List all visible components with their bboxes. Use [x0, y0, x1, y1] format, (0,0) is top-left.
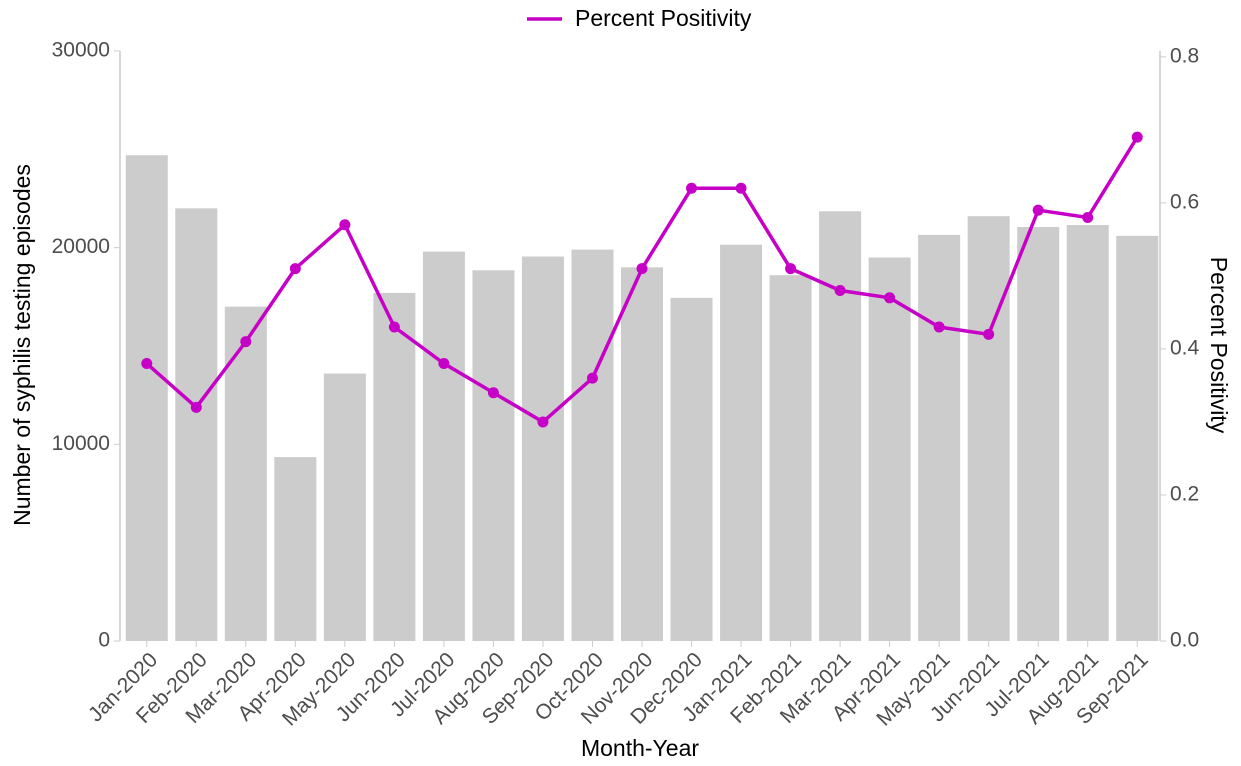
- bar: [224, 306, 267, 641]
- y2-tick-label: 0.6: [1170, 190, 1199, 213]
- bar: [670, 297, 713, 641]
- point: [141, 358, 153, 370]
- point: [289, 263, 301, 275]
- y2-tick-label: 0.4: [1170, 336, 1200, 359]
- bar: [1116, 235, 1159, 641]
- point: [586, 372, 598, 384]
- point: [388, 321, 400, 333]
- y-tick-label: 30000: [52, 39, 110, 62]
- point: [735, 182, 747, 194]
- point: [537, 416, 549, 428]
- bar: [521, 256, 564, 641]
- point: [636, 263, 648, 275]
- point: [933, 321, 945, 333]
- y-tick-label: 10000: [52, 432, 110, 455]
- bar: [175, 208, 218, 642]
- point: [983, 328, 995, 340]
- legend-label: Percent Positivity: [575, 5, 752, 31]
- point: [686, 182, 698, 194]
- point: [190, 401, 202, 413]
- point: [1032, 204, 1044, 216]
- y-axis-label: Number of syphilis testing episodes: [9, 164, 35, 526]
- point: [438, 358, 450, 370]
- bar: [819, 211, 862, 642]
- point: [785, 263, 797, 275]
- bar: [868, 257, 911, 641]
- bar: [1066, 225, 1109, 642]
- y2-axis-label: Percent Positivity: [1206, 257, 1232, 434]
- bar: [621, 267, 663, 641]
- bar: [720, 244, 763, 641]
- y-tick-label: 20000: [52, 235, 110, 258]
- bar: [274, 457, 317, 641]
- bar: [967, 216, 1010, 641]
- x-axis-label: Month-Year: [581, 735, 699, 761]
- bar: [769, 275, 812, 641]
- bar: [422, 251, 465, 641]
- bar: [571, 249, 614, 641]
- point: [884, 292, 896, 304]
- point: [834, 285, 846, 297]
- bar: [1017, 227, 1060, 641]
- point: [240, 336, 252, 348]
- y-tick-label: 0: [98, 629, 110, 652]
- point: [339, 219, 351, 231]
- y2-tick-label: 0.0: [1170, 629, 1199, 652]
- bar: [918, 234, 961, 641]
- bar: [125, 155, 168, 641]
- point: [1131, 131, 1143, 143]
- bar: [373, 292, 416, 641]
- point: [1082, 211, 1094, 223]
- point: [487, 387, 499, 399]
- bar: [472, 270, 515, 641]
- y2-tick-label: 0.2: [1170, 483, 1199, 506]
- y2-tick-label: 0.8: [1170, 44, 1199, 67]
- bar: [323, 373, 366, 641]
